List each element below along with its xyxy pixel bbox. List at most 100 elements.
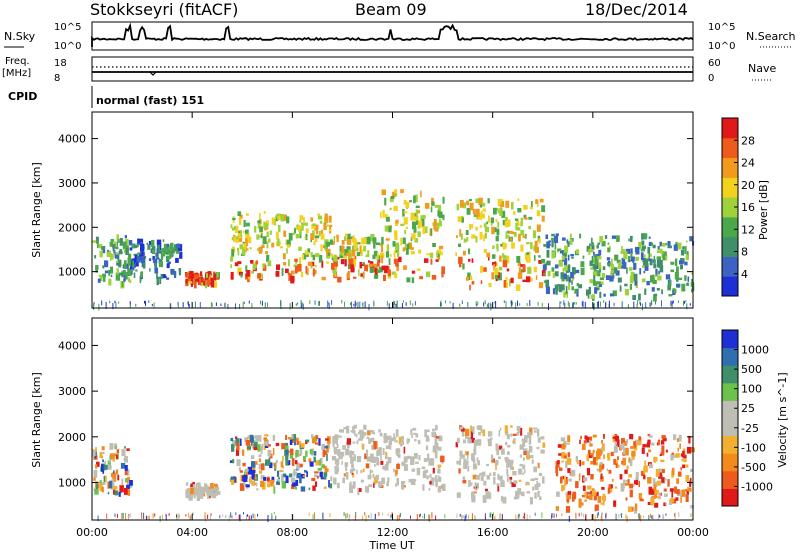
echo-cell xyxy=(629,275,634,283)
echo-cell xyxy=(685,464,689,468)
echo-cell xyxy=(426,253,431,256)
echo-cell xyxy=(529,427,533,435)
echo-cell xyxy=(372,473,375,478)
echo-cell xyxy=(516,256,521,263)
echo-cell xyxy=(236,442,240,451)
echo-cell xyxy=(304,237,307,240)
echo-cell xyxy=(114,252,118,258)
power-colorbar-cell xyxy=(722,276,738,297)
power-y-tick-label: 4000 xyxy=(58,133,86,146)
echo-cell xyxy=(520,244,524,252)
echo-cell xyxy=(658,472,663,479)
echo-cell xyxy=(127,277,130,280)
echo-cell xyxy=(532,230,537,239)
echo-cell xyxy=(138,238,144,245)
echo-cell xyxy=(141,512,143,519)
echo-cell xyxy=(663,502,667,507)
echo-cell xyxy=(505,432,509,436)
echo-cell xyxy=(169,245,173,251)
echo-cell xyxy=(455,442,458,448)
echo-cell xyxy=(262,236,267,244)
echo-cell xyxy=(543,272,546,276)
echo-cell xyxy=(648,258,652,261)
echo-cell xyxy=(126,484,130,490)
echo-cell xyxy=(345,465,348,472)
echo-cell xyxy=(567,468,571,473)
echo-cell xyxy=(308,512,310,516)
echo-cell xyxy=(149,268,151,272)
echo-cell xyxy=(437,469,441,474)
echo-cell xyxy=(175,257,179,263)
echo-cell xyxy=(519,454,522,458)
echo-cell xyxy=(690,282,695,287)
echo-cell xyxy=(674,515,676,520)
echo-cell xyxy=(677,471,682,477)
echo-cell xyxy=(537,482,541,487)
echo-cell xyxy=(362,515,364,521)
echo-cell xyxy=(510,202,514,210)
echo-cell xyxy=(641,240,645,246)
echo-cell xyxy=(679,443,681,449)
echo-cell xyxy=(245,484,250,488)
echo-cell xyxy=(108,278,112,286)
echo-cell xyxy=(390,437,395,442)
echo-cell xyxy=(483,224,487,227)
echo-cell xyxy=(147,244,151,249)
x-tick-label: 16:00 xyxy=(477,526,509,539)
echo-cell xyxy=(503,300,505,303)
echo-cell xyxy=(232,227,237,231)
echo-cell xyxy=(580,435,582,440)
echo-cell xyxy=(93,303,95,310)
echo-cell xyxy=(129,279,132,284)
echo-cell xyxy=(556,491,560,497)
echo-cell xyxy=(519,514,521,517)
echo-cell xyxy=(185,514,187,517)
echo-cell xyxy=(490,512,492,518)
echo-cell xyxy=(310,252,313,258)
echo-cell xyxy=(312,268,315,277)
echo-cell xyxy=(356,252,361,257)
echo-cell xyxy=(233,236,236,242)
echo-cell xyxy=(401,461,406,466)
velocity-colorbar-cell xyxy=(722,365,738,384)
echo-cell xyxy=(251,440,253,446)
echo-cell xyxy=(620,483,625,489)
echo-cell xyxy=(224,303,226,308)
echo-cell xyxy=(555,271,559,277)
echo-cell xyxy=(484,226,489,233)
freq-tick-bottom: 8 xyxy=(54,73,60,84)
echo-cell xyxy=(294,258,298,262)
echo-cell xyxy=(174,271,177,278)
echo-cell xyxy=(429,479,435,486)
echo-cell xyxy=(115,260,119,263)
nave-tick-top: 60 xyxy=(708,58,721,69)
echo-cell xyxy=(368,263,373,267)
echo-cell xyxy=(656,288,660,291)
echo-cell xyxy=(346,237,352,245)
echo-cell xyxy=(495,464,497,471)
echo-cell xyxy=(563,291,566,298)
echo-cell xyxy=(501,448,505,455)
echo-cell xyxy=(111,472,116,476)
echo-cell xyxy=(677,438,680,443)
echo-cell xyxy=(492,245,495,249)
echo-cell xyxy=(125,515,127,520)
echo-cell xyxy=(665,274,671,280)
echo-cell xyxy=(296,462,300,470)
echo-cell xyxy=(655,300,656,305)
echo-cell xyxy=(531,459,534,464)
echo-cell xyxy=(110,274,113,278)
echo-cell xyxy=(583,513,585,518)
echo-cell xyxy=(205,515,207,522)
echo-cell xyxy=(497,473,500,480)
echo-cell xyxy=(315,481,318,487)
power-y-tick-label: 2000 xyxy=(58,221,86,234)
echo-cell xyxy=(237,247,239,251)
echo-cell xyxy=(113,250,116,254)
echo-cell xyxy=(651,242,653,246)
echo-cell xyxy=(520,427,523,436)
echo-cell xyxy=(385,238,390,241)
echo-cell xyxy=(353,247,357,250)
